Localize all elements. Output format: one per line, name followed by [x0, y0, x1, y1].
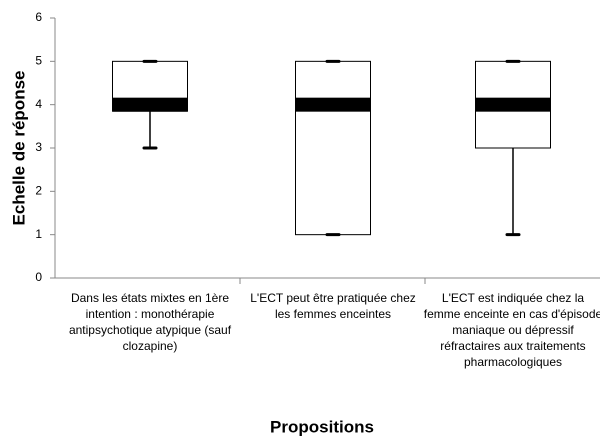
y-tick-label: 0	[35, 270, 42, 284]
x-tick-label: Dans les états mixtes en 1ère intention …	[68, 291, 232, 353]
y-tick-label: 4	[35, 97, 42, 111]
median	[295, 97, 371, 112]
x-tick-label: L'ECT est indiquée chez la femme enceint…	[423, 291, 600, 369]
y-axis-label: Echelle de réponse	[9, 71, 28, 226]
x-axis-label: Propositions	[270, 417, 374, 436]
box	[295, 60, 371, 236]
y-tick-label: 3	[35, 140, 42, 154]
median	[112, 97, 188, 112]
y-tick-label: 1	[35, 227, 42, 241]
median	[475, 97, 551, 112]
y-tick-label: 5	[35, 54, 42, 68]
y-tick-label: 2	[35, 184, 42, 198]
y-tick-label: 6	[35, 10, 42, 24]
x-tick-label: L'ECT peut être pratiquée chez les femme…	[250, 291, 416, 321]
